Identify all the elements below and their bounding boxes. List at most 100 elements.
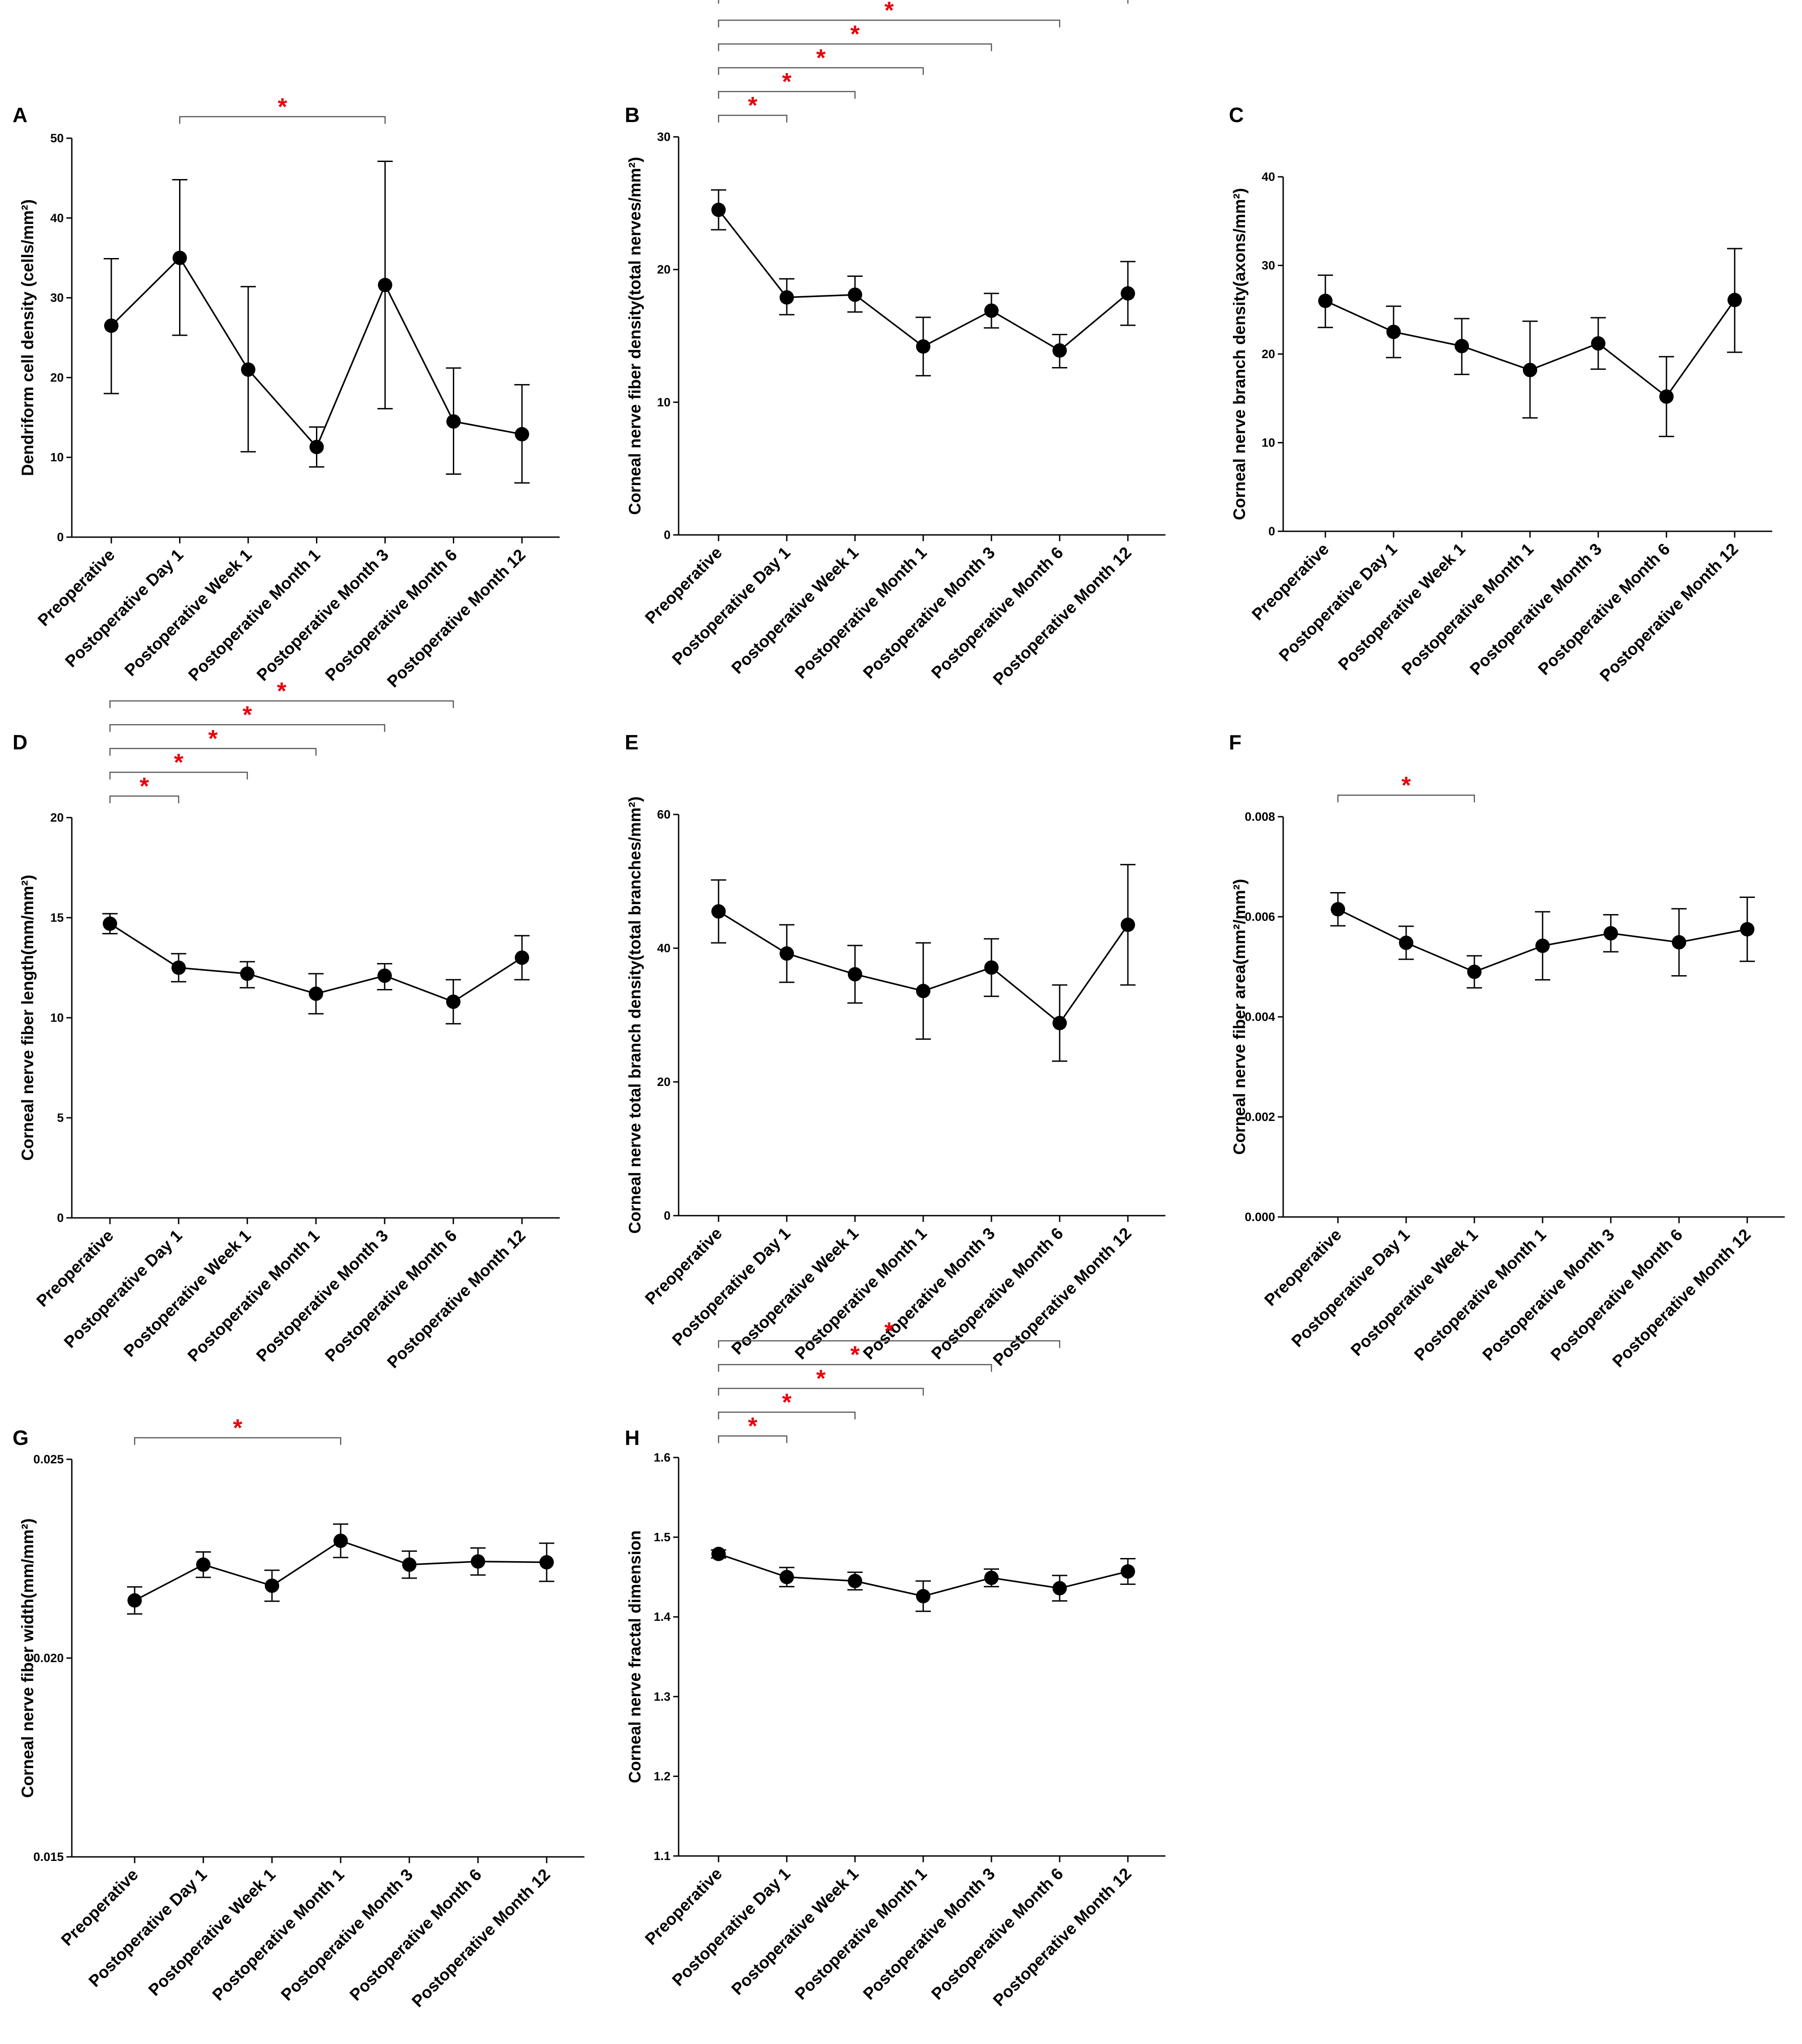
significance-bracket	[718, 43, 992, 51]
panel-letter: H	[625, 1426, 640, 1449]
x-tick-label: Postoperative Month 1	[791, 543, 930, 683]
y-tick-label: 50	[50, 131, 64, 145]
x-tick-label: Postoperative Month 12	[990, 1224, 1135, 1370]
y-tick-label: 0.000	[1245, 1210, 1275, 1224]
significance-bracket	[718, 91, 856, 99]
y-tick-label: 1.6	[653, 1451, 671, 1464]
y-tick-label: 0.002	[1245, 1110, 1275, 1124]
x-tick-label: Postoperative Month 1	[1411, 1226, 1550, 1365]
significance-star: *	[884, 1317, 894, 1344]
data-point	[1121, 286, 1135, 301]
y-tick-label: 20	[1262, 347, 1275, 361]
panel-letter: A	[13, 103, 27, 127]
y-tick-label: 0.004	[1245, 1010, 1275, 1024]
data-point	[1052, 1581, 1067, 1596]
chart-panel-c: C 0 10 20 30 40 Corneal nerve branch density(a…	[1229, 103, 1772, 685]
data-point	[780, 1570, 794, 1584]
significance-star: *	[174, 749, 183, 776]
y-tick-label: 30	[50, 291, 64, 305]
y-tick-label: 10	[1262, 436, 1275, 450]
chart-panel-f: F 0.000 0.002 0.004 0.006 0.008 Corneal nerve …	[1229, 731, 1785, 1371]
significance-bracket	[718, 114, 788, 123]
data-point	[378, 278, 392, 293]
y-tick-label: 30	[657, 130, 671, 144]
x-tick-label: Postoperative Month 6	[321, 1226, 460, 1366]
data-point	[780, 290, 794, 305]
x-tick-label: Postoperative Month 6	[928, 1865, 1067, 2004]
y-tick-label: 10	[50, 451, 64, 464]
data-point	[984, 303, 999, 318]
y-tick-label: 40	[1262, 170, 1275, 184]
data-point	[515, 427, 529, 442]
data-point	[309, 986, 323, 1001]
data-point	[1331, 902, 1345, 917]
x-tick-label: Postoperative Week 1	[1335, 540, 1469, 674]
significance-bracket	[109, 724, 386, 732]
significance-star: *	[277, 678, 286, 705]
data-point	[984, 960, 999, 975]
significance-bracket	[718, 1435, 788, 1443]
y-tick-label: 40	[657, 941, 671, 955]
y-axis-label: Corneal nerve total branch density(total…	[626, 797, 644, 1234]
x-tick-label: Postoperative Month 3	[253, 1226, 392, 1366]
y-axis-label: Corneal nerve fiber width(mm/mm²)	[18, 1519, 37, 1798]
significance-star: *	[748, 1413, 757, 1440]
data-point	[1399, 935, 1413, 950]
x-tick-label: Postoperative Day 1	[1288, 1226, 1413, 1351]
y-axis-label: Dendriform cell density (cells/mm²)	[18, 199, 37, 476]
data-point	[309, 440, 324, 455]
data-point	[780, 946, 794, 961]
x-tick-label: Postoperative Month 3	[859, 1224, 999, 1363]
x-tick-label: Postoperative Month 3	[859, 1865, 999, 2004]
x-tick-label: Postoperative Month 3	[1466, 540, 1605, 679]
significance-star: *	[278, 93, 287, 120]
y-tick-label: 20	[657, 1075, 671, 1089]
panel-letter: G	[13, 1426, 29, 1449]
y-tick-label: 1.5	[653, 1531, 671, 1544]
chart-panel-a: A 0 10 20 30 40 50 Dendriform cell density (cel…	[13, 93, 560, 691]
x-tick-label: Postoperative Month 12	[990, 543, 1135, 689]
chart-panel-g: G 0.015 0.020 0.025 Corneal nerve fiber widt…	[13, 1414, 585, 2011]
series-line	[110, 256, 522, 449]
y-tick-label: 0	[1268, 525, 1275, 538]
y-tick-label: 10	[657, 395, 671, 409]
x-tick-label: Postoperative Month 12	[990, 1865, 1135, 2010]
data-point	[1659, 389, 1674, 404]
significance-star: *	[782, 68, 791, 95]
x-tick-label: Postoperative Month 1	[791, 1865, 930, 2004]
x-tick-label: Postoperative Week 1	[145, 1865, 279, 2000]
data-point	[711, 1546, 726, 1561]
y-tick-label: 40	[50, 211, 64, 225]
data-point	[241, 362, 255, 377]
data-point	[1467, 964, 1482, 979]
significance-bracket	[718, 19, 1061, 27]
data-point	[515, 950, 529, 965]
x-tick-label: Postoperative Month 1	[184, 1226, 323, 1366]
significance-star: *	[1401, 772, 1411, 799]
data-point	[848, 967, 862, 982]
y-tick-label: 0.015	[33, 1850, 64, 1864]
data-point	[127, 1593, 142, 1608]
data-point	[265, 1578, 279, 1593]
x-tick-label: Postoperative Day 1	[61, 546, 187, 671]
data-point	[1455, 339, 1469, 354]
x-tick-label: Postoperative Day 1	[61, 1226, 186, 1352]
data-point	[984, 1571, 999, 1585]
significance-star: *	[782, 1389, 791, 1416]
significance-bracket	[718, 1340, 1061, 1348]
significance-star: *	[816, 44, 825, 71]
y-tick-label: 15	[50, 911, 64, 924]
y-tick-label: 1.2	[653, 1769, 671, 1783]
panel-letter: B	[625, 103, 640, 127]
panel-letter: E	[625, 731, 639, 754]
x-tick-label: Postoperative Day 1	[669, 1865, 794, 1990]
significance-bracket	[109, 748, 317, 756]
x-tick-label: Postoperative Month 12	[384, 546, 529, 691]
significance-bracket	[718, 0, 1129, 4]
data-point	[104, 318, 118, 333]
significance-star: *	[242, 701, 252, 728]
data-point	[848, 287, 862, 302]
data-point	[1740, 922, 1754, 937]
data-point	[1318, 293, 1333, 308]
